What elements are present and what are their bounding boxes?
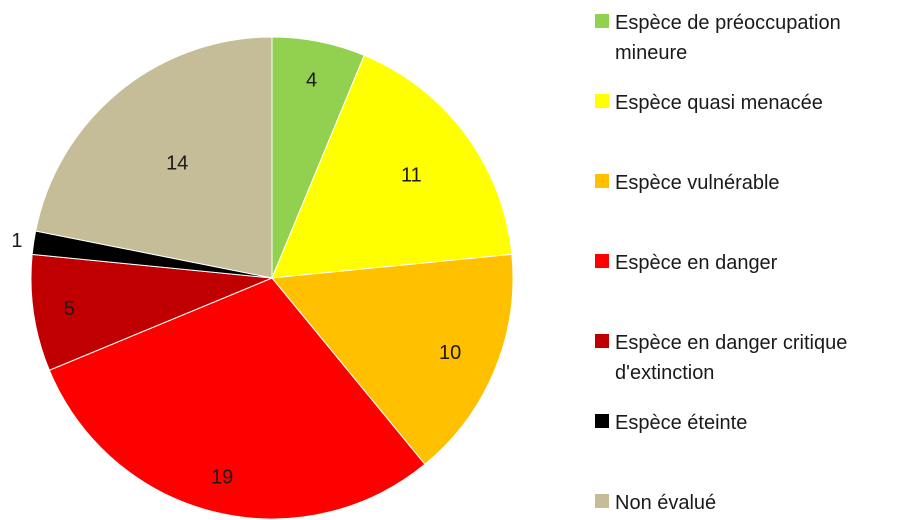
data-label: 14 (166, 153, 188, 175)
data-label: 10 (439, 342, 461, 364)
legend-item-eteinte: Espèce éteinte (595, 408, 897, 438)
legend-swatch (595, 494, 609, 508)
legend-item-vulnerable: Espèce vulnérable (595, 168, 897, 198)
data-label: 1 (11, 230, 22, 252)
data-label: 4 (306, 69, 317, 91)
pie-slices (30, 36, 514, 520)
data-label: 5 (64, 298, 75, 320)
legend-label: Espèce en danger critique d'extinction (615, 332, 848, 384)
legend-item-preoccupation-mineure: Espèce de préoccupation mineure (595, 8, 897, 68)
legend-item-quasi-menacee: Espèce quasi menacée (595, 88, 897, 118)
legend-item-danger-critique: Espèce en danger critique d'extinction (595, 328, 897, 388)
legend-label: Espèce vulnérable (615, 172, 780, 194)
data-label: 19 (211, 467, 233, 489)
legend-label: Espèce éteinte (615, 412, 748, 434)
pie-data-labels: 4 11 10 19 5 1 14 (11, 69, 461, 488)
legend-label: Non évalué (615, 492, 717, 514)
pie-slice (35, 36, 273, 279)
data-label: 11 (401, 165, 422, 187)
pie-slice (30, 253, 273, 371)
pie-slice (48, 277, 426, 520)
pie-slice (271, 54, 513, 279)
legend-swatch (595, 414, 609, 428)
legend-item-en-danger: Espèce en danger (595, 248, 897, 278)
pie-slice (271, 253, 514, 466)
chart-legend: Espèce de préoccupation mineure Espèce q… (595, 0, 901, 520)
legend-swatch (595, 14, 609, 28)
legend-item-non-evalue: Non évalué (595, 488, 897, 518)
legend-label: Espèce de préoccupation mineure (615, 12, 841, 64)
legend-swatch (595, 174, 609, 188)
legend-swatch (595, 334, 609, 348)
legend-label: Espèce en danger (615, 252, 778, 274)
legend-label: Espèce quasi menacée (615, 92, 823, 114)
legend-swatch (595, 254, 609, 268)
legend-swatch (595, 94, 609, 108)
